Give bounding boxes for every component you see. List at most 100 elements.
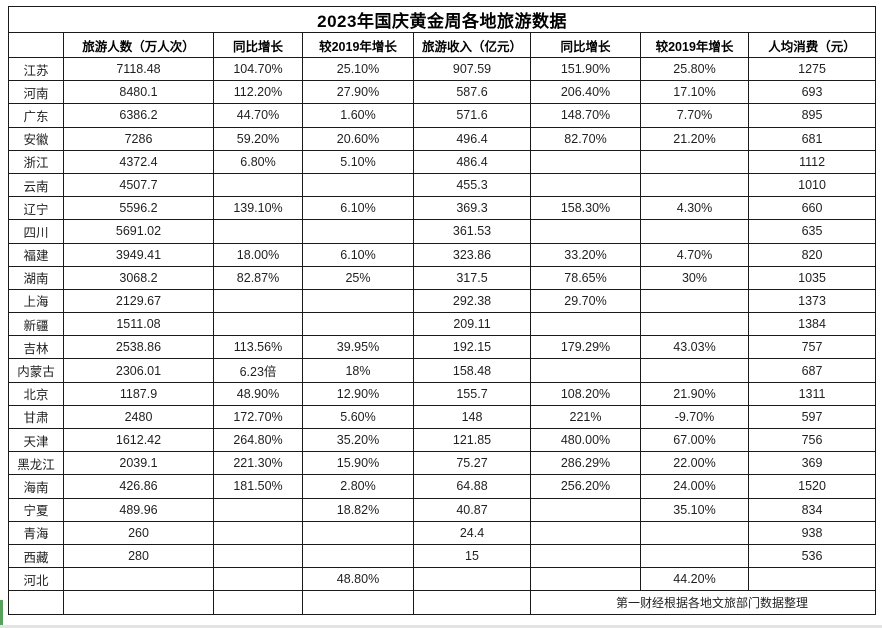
data-cell[interactable] bbox=[530, 312, 641, 337]
data-cell[interactable] bbox=[530, 543, 641, 569]
data-cell[interactable]: 6.80% bbox=[213, 149, 303, 174]
province-cell[interactable]: 吉林 bbox=[8, 335, 64, 360]
data-cell[interactable] bbox=[640, 543, 749, 569]
data-cell[interactable]: 938 bbox=[747, 520, 877, 545]
data-cell[interactable] bbox=[302, 312, 414, 337]
data-cell[interactable]: 15 bbox=[413, 543, 531, 569]
data-cell[interactable]: 1384 bbox=[747, 312, 877, 337]
selected-cell[interactable] bbox=[8, 590, 64, 615]
data-cell[interactable] bbox=[640, 172, 749, 198]
data-cell[interactable]: 7.70% bbox=[640, 103, 749, 128]
data-cell[interactable]: 1035 bbox=[747, 265, 877, 290]
data-cell[interactable]: 260 bbox=[63, 520, 214, 545]
data-cell[interactable]: 4372.4 bbox=[63, 149, 214, 174]
data-cell[interactable]: 455.3 bbox=[413, 172, 531, 198]
data-cell[interactable]: 681 bbox=[747, 126, 877, 151]
data-cell[interactable]: 104.70% bbox=[213, 56, 303, 82]
province-cell[interactable]: 天津 bbox=[8, 427, 64, 453]
data-cell[interactable] bbox=[640, 520, 749, 545]
data-cell[interactable] bbox=[213, 288, 303, 314]
data-cell[interactable]: 256.20% bbox=[530, 474, 641, 499]
data-cell[interactable] bbox=[747, 567, 877, 592]
data-cell[interactable]: 192.15 bbox=[413, 335, 531, 360]
data-cell[interactable]: 587.6 bbox=[413, 80, 531, 105]
data-cell[interactable] bbox=[213, 543, 303, 569]
data-cell[interactable]: 17.10% bbox=[640, 80, 749, 105]
data-cell[interactable]: 1010 bbox=[747, 172, 877, 198]
data-cell[interactable]: 155.7 bbox=[413, 381, 531, 406]
column-header-3[interactable]: 较2019年增长 bbox=[302, 32, 414, 58]
data-cell[interactable] bbox=[640, 358, 749, 383]
data-cell[interactable]: 536 bbox=[747, 543, 877, 569]
data-cell[interactable] bbox=[530, 358, 641, 383]
province-cell[interactable]: 青海 bbox=[8, 520, 64, 545]
province-cell[interactable]: 宁夏 bbox=[8, 497, 64, 522]
data-cell[interactable] bbox=[640, 219, 749, 244]
province-cell[interactable]: 辽宁 bbox=[8, 196, 64, 221]
data-cell[interactable] bbox=[530, 219, 641, 244]
data-cell[interactable]: 21.90% bbox=[640, 381, 749, 406]
data-cell[interactable]: 33.20% bbox=[530, 242, 641, 267]
data-cell[interactable]: 3949.41 bbox=[63, 242, 214, 267]
data-cell[interactable]: 48.80% bbox=[302, 567, 414, 592]
data-cell[interactable] bbox=[302, 543, 414, 569]
data-cell[interactable]: 22.00% bbox=[640, 451, 749, 476]
data-cell[interactable]: 5691.02 bbox=[63, 219, 214, 244]
data-cell[interactable]: 48.90% bbox=[213, 381, 303, 406]
data-cell[interactable] bbox=[213, 219, 303, 244]
empty-cell[interactable] bbox=[213, 590, 303, 615]
data-cell[interactable]: 1187.9 bbox=[63, 381, 214, 406]
data-cell[interactable]: 1311 bbox=[747, 381, 877, 406]
data-cell[interactable] bbox=[530, 172, 641, 198]
data-cell[interactable]: 4507.7 bbox=[63, 172, 214, 198]
province-cell[interactable]: 海南 bbox=[8, 474, 64, 499]
data-cell[interactable] bbox=[213, 312, 303, 337]
data-cell[interactable] bbox=[302, 219, 414, 244]
data-cell[interactable]: -9.70% bbox=[640, 404, 749, 430]
column-header-4[interactable]: 旅游收入（亿元） bbox=[413, 32, 531, 58]
data-cell[interactable]: 5.10% bbox=[302, 149, 414, 174]
data-cell[interactable]: 121.85 bbox=[413, 427, 531, 453]
data-cell[interactable]: 75.27 bbox=[413, 451, 531, 476]
data-cell[interactable] bbox=[213, 567, 303, 592]
column-header-7[interactable]: 人均消费（元） bbox=[747, 32, 877, 58]
data-cell[interactable]: 25.10% bbox=[302, 56, 414, 82]
data-cell[interactable]: 286.29% bbox=[530, 451, 641, 476]
column-header-6[interactable]: 较2019年增长 bbox=[640, 32, 749, 58]
data-cell[interactable]: 59.20% bbox=[213, 126, 303, 151]
data-cell[interactable]: 25.80% bbox=[640, 56, 749, 82]
data-cell[interactable]: 15.90% bbox=[302, 451, 414, 476]
data-cell[interactable]: 18% bbox=[302, 358, 414, 383]
data-cell[interactable]: 148.70% bbox=[530, 103, 641, 128]
data-cell[interactable]: 1112 bbox=[747, 149, 877, 174]
data-cell[interactable]: 6.23倍 bbox=[213, 358, 303, 383]
data-cell[interactable]: 20.60% bbox=[302, 126, 414, 151]
data-cell[interactable]: 323.86 bbox=[413, 242, 531, 267]
province-cell[interactable]: 四川 bbox=[8, 219, 64, 244]
data-cell[interactable]: 660 bbox=[747, 196, 877, 221]
column-header-1[interactable]: 旅游人数（万人次） bbox=[63, 32, 214, 58]
data-cell[interactable]: 895 bbox=[747, 103, 877, 128]
data-cell[interactable]: 35.10% bbox=[640, 497, 749, 522]
data-cell[interactable]: 2129.67 bbox=[63, 288, 214, 314]
data-cell[interactable]: 426.86 bbox=[63, 474, 214, 499]
data-cell[interactable]: 2.80% bbox=[302, 474, 414, 499]
province-cell[interactable]: 广东 bbox=[8, 103, 64, 128]
data-cell[interactable]: 113.56% bbox=[213, 335, 303, 360]
data-cell[interactable]: 361.53 bbox=[413, 219, 531, 244]
data-cell[interactable]: 1373 bbox=[747, 288, 877, 314]
data-cell[interactable] bbox=[530, 497, 641, 522]
data-cell[interactable]: 82.87% bbox=[213, 265, 303, 290]
data-cell[interactable]: 179.29% bbox=[530, 335, 641, 360]
data-cell[interactable]: 39.95% bbox=[302, 335, 414, 360]
province-cell[interactable]: 甘肃 bbox=[8, 404, 64, 430]
data-cell[interactable]: 44.20% bbox=[640, 567, 749, 592]
data-cell[interactable]: 2538.86 bbox=[63, 335, 214, 360]
data-cell[interactable]: 597 bbox=[747, 404, 877, 430]
data-cell[interactable]: 78.65% bbox=[530, 265, 641, 290]
data-cell[interactable]: 907.59 bbox=[413, 56, 531, 82]
data-cell[interactable]: 21.20% bbox=[640, 126, 749, 151]
column-header-2[interactable]: 同比增长 bbox=[213, 32, 303, 58]
data-cell[interactable]: 1511.08 bbox=[63, 312, 214, 337]
data-cell[interactable]: 206.40% bbox=[530, 80, 641, 105]
